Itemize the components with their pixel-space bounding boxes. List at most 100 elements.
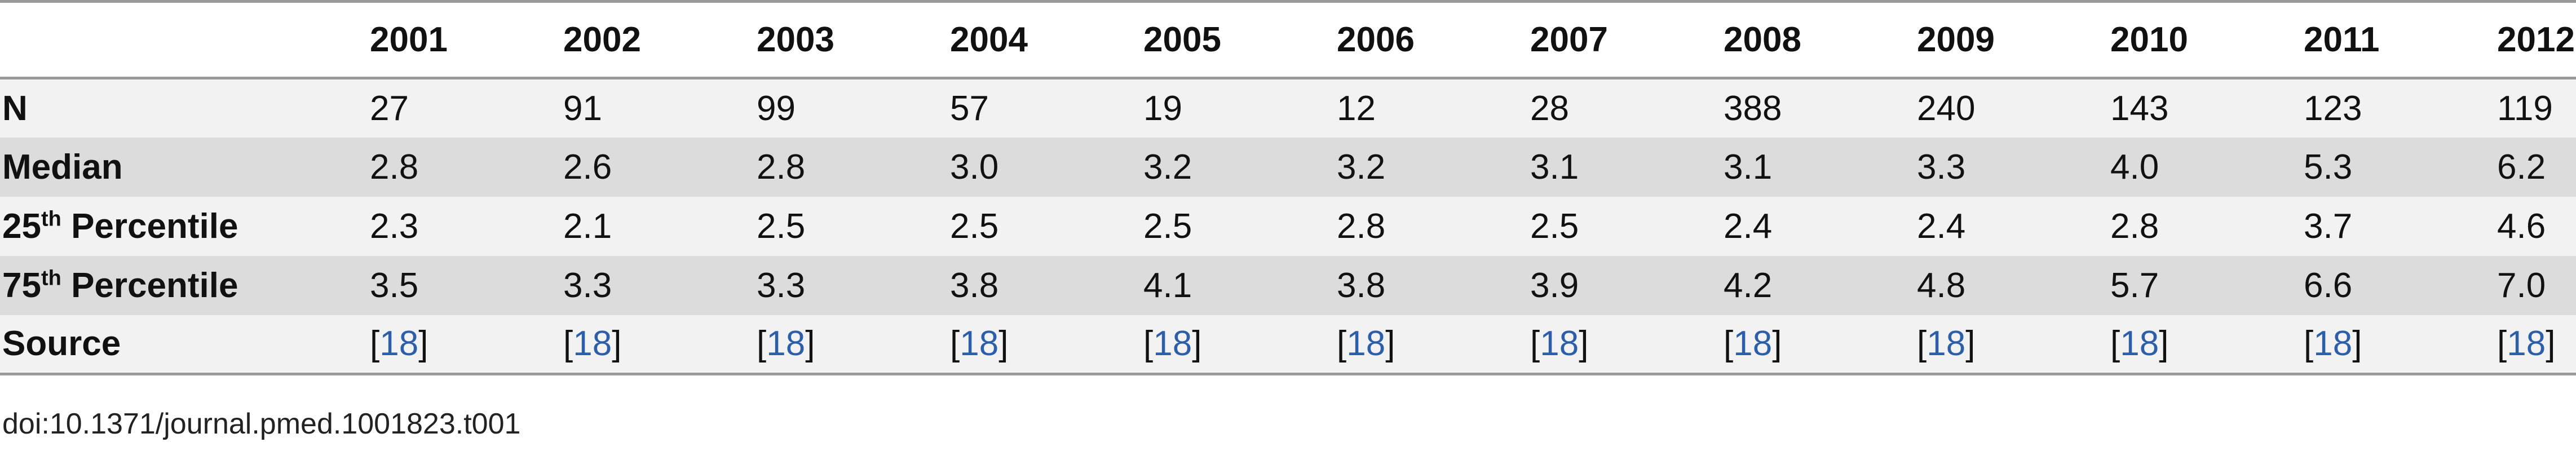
source-cell: [18] <box>754 315 948 374</box>
close-bracket: ] <box>998 324 1009 364</box>
reference-link[interactable]: 18 <box>766 324 806 364</box>
table-cell: 3.8 <box>950 266 999 305</box>
table-cell: 2.5 <box>1530 206 1579 246</box>
table-cell: 99 <box>757 89 796 128</box>
table-cell: 3.5 <box>370 266 419 305</box>
source-cell: [18] <box>1915 315 2108 374</box>
open-bracket: [ <box>1530 324 1540 364</box>
source-cell: [18] <box>1335 315 1528 374</box>
reference-link[interactable]: 18 <box>1153 324 1192 364</box>
close-bracket: ] <box>1579 324 1589 364</box>
table-cell: 2.4 <box>1724 206 1773 246</box>
header-year-cell: 2008 <box>1724 20 1801 59</box>
close-bracket: ] <box>1772 324 1782 364</box>
source-cell: [18] <box>948 315 1141 374</box>
header-year-cell: 2007 <box>1530 20 1608 59</box>
open-bracket: [ <box>563 324 573 364</box>
reference-link[interactable]: 18 <box>960 324 999 364</box>
close-bracket: ] <box>1192 324 1202 364</box>
row-label-sup: th <box>41 266 61 290</box>
reference-link[interactable]: 18 <box>573 324 612 364</box>
table-cell: 27 <box>370 89 409 128</box>
header-year-cell: 2003 <box>757 20 834 59</box>
close-bracket: ] <box>1965 324 1976 364</box>
close-bracket: ] <box>1385 324 1395 364</box>
table-cell: 3.3 <box>1917 147 1966 187</box>
source-cell: [18] <box>2495 315 2576 374</box>
close-bracket: ] <box>2352 324 2362 364</box>
table-cell: 57 <box>950 89 989 128</box>
open-bracket: [ <box>1143 324 1154 364</box>
table-cell: 2.5 <box>950 206 999 246</box>
table-cell: 5.3 <box>2304 147 2353 187</box>
row-label-n: N <box>0 78 368 138</box>
reference-link[interactable]: 18 <box>2507 324 2546 364</box>
source-cell: [18] <box>561 315 754 374</box>
open-bracket: [ <box>950 324 960 364</box>
row-label-source: Source <box>2 324 121 364</box>
table-cell: 19 <box>1143 89 1182 128</box>
header-year-cell: 2009 <box>1917 20 1995 59</box>
reference-link[interactable]: 18 <box>2120 324 2159 364</box>
source-cell: [18] <box>1721 315 1915 374</box>
source-cell: [18] <box>1528 315 1721 374</box>
table-cell: 4.8 <box>1917 266 1966 305</box>
table-cell: 240 <box>1917 89 1976 128</box>
row-label-text: 25 <box>2 206 41 246</box>
table-cell: 3.1 <box>1530 147 1579 187</box>
source-row: Source [18] [18] [18] [18] [18] [18] [18… <box>0 315 2576 374</box>
table-cell: 12 <box>1337 89 1376 128</box>
table-row: 75th Percentile 3.5 3.3 3.3 3.8 4.1 3.8 … <box>0 255 2576 315</box>
reference-link[interactable]: 18 <box>1927 324 1966 364</box>
row-label-text: Median <box>2 147 123 187</box>
header-corner-cell <box>0 2 368 78</box>
table-cell: 4.6 <box>2497 206 2546 246</box>
open-bracket: [ <box>1337 324 1347 364</box>
source-cell: [18] <box>1141 315 1335 374</box>
table-cell: 2.6 <box>563 147 612 187</box>
close-bracket: ] <box>612 324 622 364</box>
source-cell: [18] <box>368 315 561 374</box>
reference-link[interactable]: 18 <box>2313 324 2353 364</box>
table-cell: 2.8 <box>2110 206 2159 246</box>
header-year-cell: 2005 <box>1143 20 1221 59</box>
reference-link[interactable]: 18 <box>1540 324 1579 364</box>
table-cell: 4.0 <box>2110 147 2159 187</box>
table-cell: 2.8 <box>370 147 419 187</box>
table-cell: 6.2 <box>2497 147 2546 187</box>
row-label-median: Median <box>0 138 368 197</box>
reference-link[interactable]: 18 <box>1346 324 1386 364</box>
table-row: N 27 91 99 57 19 12 28 388 240 143 123 1… <box>0 78 2576 138</box>
header-row: 2001 2002 2003 2004 2005 2006 2007 2008 … <box>0 1 2576 78</box>
table-cell: 7.0 <box>2497 266 2546 305</box>
close-bracket: ] <box>418 324 428 364</box>
table-cell: 2.8 <box>1337 206 1386 246</box>
reference-link[interactable]: 18 <box>379 324 419 364</box>
row-label-rest: Percentile <box>61 266 238 305</box>
table-cell: 3.9 <box>1530 266 1579 305</box>
row-label-25th-percentile: 25th Percentile <box>0 197 368 256</box>
table-cell: 2.1 <box>563 206 612 246</box>
table-cell: 4.1 <box>1143 266 1192 305</box>
table-cell: 3.2 <box>1143 147 1192 187</box>
table-cell: 91 <box>563 89 602 128</box>
header-year-cell: 2010 <box>2110 20 2188 59</box>
table-row: Median 2.8 2.6 2.8 3.0 3.2 3.2 3.1 3.1 3… <box>0 137 2576 197</box>
table-cell: 3.2 <box>1337 147 1386 187</box>
table-cell: 3.1 <box>1724 147 1773 187</box>
table-cell: 3.3 <box>563 266 612 305</box>
table-cell: 3.7 <box>2304 206 2353 246</box>
table-cell: 2.3 <box>370 206 419 246</box>
row-label-rest: Percentile <box>61 206 238 246</box>
data-table: 2001 2002 2003 2004 2005 2006 2007 2008 … <box>0 1 2576 374</box>
table-cell: 5.7 <box>2110 266 2159 305</box>
table-cell: 123 <box>2304 89 2362 128</box>
open-bracket: [ <box>370 324 380 364</box>
table-cell: 2.8 <box>757 147 806 187</box>
table-cell: 4.2 <box>1724 266 1773 305</box>
table-cell: 3.3 <box>757 266 806 305</box>
header-year-cell: 2011 <box>2304 20 2380 59</box>
reference-link[interactable]: 18 <box>1733 324 1773 364</box>
header-year-cell: 2006 <box>1337 20 1415 59</box>
open-bracket: [ <box>757 324 767 364</box>
